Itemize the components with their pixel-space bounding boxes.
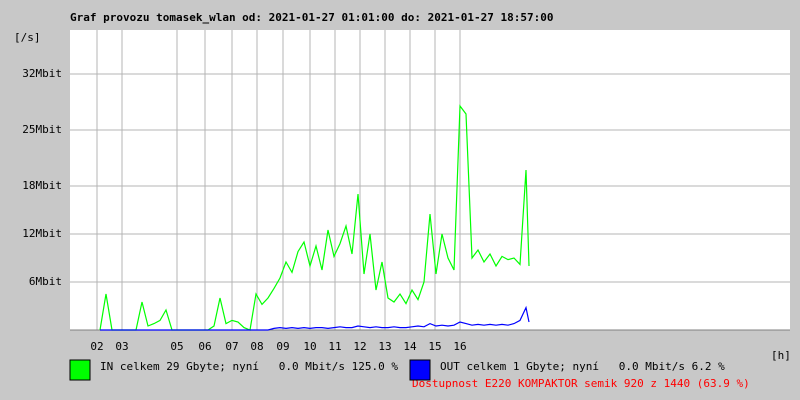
x-tick-label: 05 — [170, 340, 183, 353]
series-line — [100, 305, 530, 331]
x-tick-label: 11 — [328, 340, 341, 353]
x-tick-label: 13 — [378, 340, 391, 353]
x-tick-label: 08 — [250, 340, 263, 353]
legend-label: IN celkem 29 Gbyte; nyní 0.0 Mbit/s 125.… — [100, 360, 398, 373]
x-tick-label: 02 — [90, 340, 103, 353]
x-tick-label: 03 — [115, 340, 128, 353]
plot-area — [70, 30, 790, 330]
y-tick-label: 32Mbit — [22, 67, 62, 80]
y-tick-label: 6Mbit — [29, 275, 62, 288]
legend-swatch — [69, 359, 91, 381]
legend-label: OUT celkem 1 Gbyte; nyní 0.0 Mbit/s 6.2 … — [440, 360, 725, 373]
y-tick-label: 12Mbit — [22, 227, 62, 240]
x-tick-label: 09 — [276, 340, 289, 353]
y-tick-label: 25Mbit — [22, 123, 62, 136]
availability-note: Dostupnost E220 KOMPAKTOR semik 920 z 14… — [412, 377, 750, 390]
y-axis-label: [/s] — [14, 31, 41, 44]
x-tick-label: 07 — [225, 340, 238, 353]
y-tick-label: 18Mbit — [22, 179, 62, 192]
x-tick-label: 12 — [353, 340, 366, 353]
x-axis-label: [h] — [771, 349, 791, 362]
x-tick-label: 15 — [428, 340, 441, 353]
chart-title: Graf provozu tomasek_wlan od: 2021-01-27… — [70, 11, 553, 24]
legend-swatch — [409, 359, 431, 381]
x-tick-label: 06 — [198, 340, 211, 353]
x-tick-label: 10 — [303, 340, 316, 353]
x-tick-label: 14 — [403, 340, 417, 353]
x-tick-label: 16 — [453, 340, 466, 353]
